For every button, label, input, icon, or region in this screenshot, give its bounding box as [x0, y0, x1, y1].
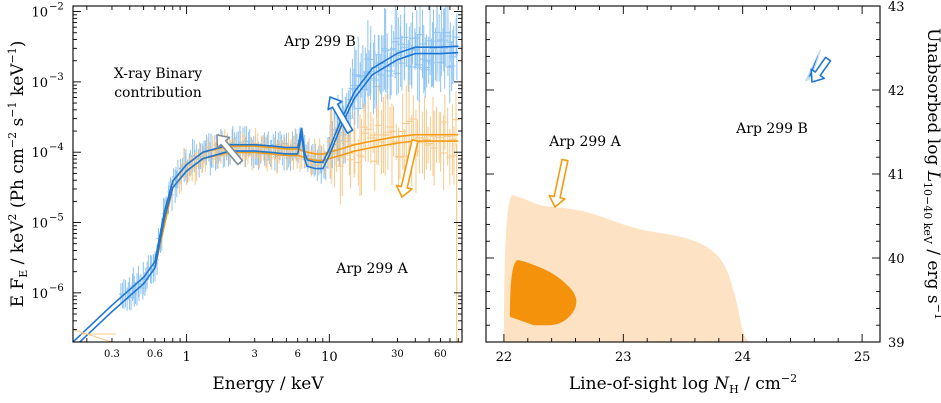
contour-y-tick-label: 39 [888, 336, 905, 351]
contour-x-tick-label: 24 [734, 350, 751, 365]
contour-arrow-arp-299-a [548, 158, 569, 208]
contour-panel: 22 23 24 25 39 40 41 42 43 Line-of-sight log NH … [485, 0, 941, 396]
spectrum-label-xrb-line1: X-ray Binary [114, 66, 202, 82]
spectrum-y-tick-base: 10 [31, 217, 48, 232]
spectrum-y-tick-label: 10 −6 [31, 283, 63, 302]
spectrum-annotations: Arp 299 B Arp 299 A X-ray Binary contributi… [114, 34, 419, 277]
spectrum-x-tick-label: 1 [182, 350, 190, 365]
spectrum-label-arp-299-a: Arp 299 A [335, 261, 408, 277]
spectrum-arrow-arp-299-b-shape [327, 96, 354, 134]
contour-label-arp-299-a: Arp 299 A [548, 134, 621, 150]
spectrum-y-tick-label: 10 −4 [31, 142, 63, 161]
spectrum-ticks [73, 6, 462, 343]
spectrum-y-tick-exponent: −6 [49, 283, 64, 294]
contour-ticks [486, 5, 880, 343]
spectrum-y-tick-exponent: −3 [49, 72, 64, 83]
contour-inner-arp-299-a [509, 260, 577, 326]
spectrum-y-tick-exponent: −5 [49, 213, 64, 224]
spectrum-y-tick-exponent: −4 [49, 142, 64, 153]
spectrum-x-tick-label: 0.3 [104, 349, 120, 360]
contour-y-tick-label: 40 [888, 252, 905, 267]
spectrum-x-tick-label: 60 [434, 349, 447, 360]
spectrum-y-tick-label: 10 −5 [31, 213, 63, 232]
spectrum-y-tick-exponent: −2 [49, 2, 64, 13]
contour-tick-labels: 22 23 24 25 39 40 41 42 43 [496, 0, 905, 365]
contour-label-arp-299-b: Arp 299 B [735, 121, 808, 137]
spectrum-model-lower-arp-299-b [78, 51, 459, 342]
spectrum-y-tick-base: 10 [31, 287, 48, 302]
contour-annotations: Arp 299 A Arp 299 B [548, 56, 832, 208]
spectrum-x-tick-label: 3 [252, 349, 258, 360]
spectrum-y-tick-label: 10 −3 [31, 72, 63, 91]
spectrum-y-tick-label: 10 −2 [31, 2, 63, 21]
spectrum-label-arp-299-b: Arp 299 B [283, 34, 356, 50]
spectrum-low-energy-tail [73, 329, 113, 342]
contour-arrow-arp-299-b [810, 56, 832, 83]
contour-x-tick-label: 25 [854, 350, 871, 365]
spectrum-label-xrb-line2: contribution [114, 85, 202, 101]
contour-y-axis-label: Unabsorbed log L10−40 keV / erg s−1 [921, 28, 941, 320]
spectrum-y-axis-label: E FE / keV2 (Ph cm−2 s−1 keV−1) [6, 41, 30, 308]
spectrum-x-tick-label: 30 [391, 349, 404, 360]
contour-data-layer [503, 48, 821, 342]
spectrum-x-tick-label: 10 [321, 350, 338, 365]
contour-x-tick-label: 23 [615, 350, 632, 365]
contour-arrow-arp-299-b-shape [810, 56, 832, 83]
spectrum-model-upper-arp-299-b [73, 45, 459, 342]
spectrum-arrow-xrb-shape [216, 134, 244, 166]
contour-y-tick-label: 41 [888, 168, 905, 183]
spectrum-x-tick-label: 0.6 [147, 349, 163, 360]
spectrum-arrow-arp-299-b [327, 96, 354, 134]
spectrum-x-axis-label: Energy / keV [212, 374, 324, 394]
spectrum-arrow-arp-299-a-shape [395, 139, 419, 198]
contour-y-tick-label: 43 [888, 0, 905, 15]
spectrum-y-tick-base: 10 [31, 6, 48, 21]
contour-x-tick-label: 22 [496, 350, 513, 365]
contour-y-tick-label: 42 [888, 84, 905, 99]
contour-outer-arp-299-b [804, 48, 821, 82]
spectrum-data-layer [73, 6, 461, 342]
spectrum-y-tick-base: 10 [31, 146, 48, 161]
contour-x-axis-label: Line-of-sight log NH / cm−2 [569, 372, 797, 396]
spectrum-axes-frame [72, 5, 463, 343]
spectrum-x-tick-label: 6 [294, 349, 300, 360]
spectrum-arrow-arp-299-a [395, 139, 419, 198]
contour-arrow-arp-299-a-shape [548, 158, 569, 208]
spectrum-arrow-xrb [216, 134, 244, 166]
spectrum-y-tick-base: 10 [31, 76, 48, 91]
